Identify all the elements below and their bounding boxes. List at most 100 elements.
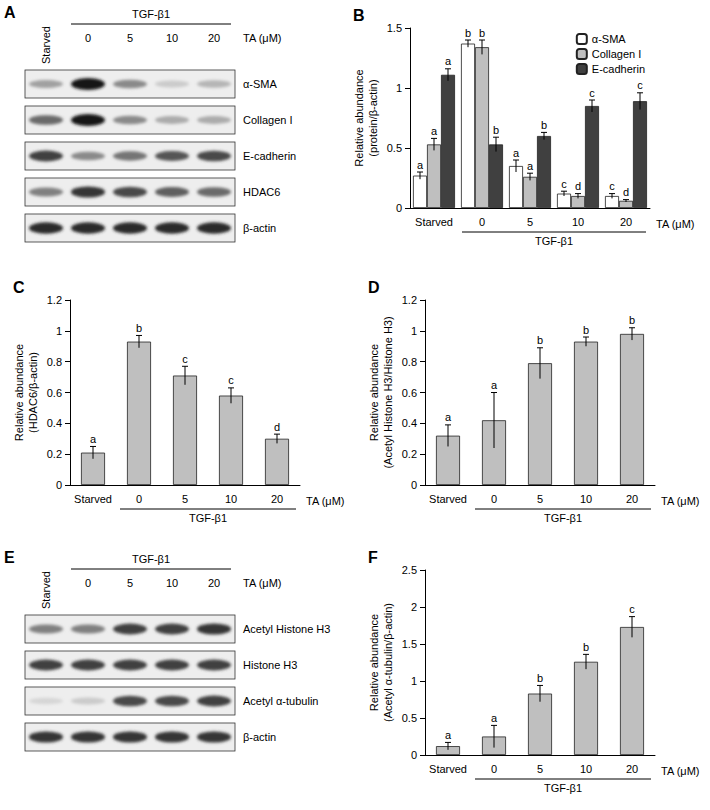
svg-text:TGF-β1: TGF-β1 bbox=[132, 8, 170, 20]
svg-text:Relative abundance: Relative abundance bbox=[353, 69, 365, 166]
svg-text:TA (μM): TA (μM) bbox=[656, 218, 695, 230]
svg-text:1.5: 1.5 bbox=[387, 22, 402, 34]
svg-text:c: c bbox=[637, 79, 643, 91]
svg-text:1.5: 1.5 bbox=[402, 638, 417, 650]
svg-text:20: 20 bbox=[626, 763, 638, 775]
svg-text:β-actin: β-actin bbox=[243, 222, 276, 234]
svg-text:A: A bbox=[4, 4, 16, 21]
svg-text:0: 0 bbox=[85, 577, 91, 589]
svg-text:B: B bbox=[353, 7, 365, 24]
svg-text:1.2: 1.2 bbox=[47, 294, 62, 306]
svg-text:TA (μM): TA (μM) bbox=[243, 577, 282, 589]
svg-text:0.6: 0.6 bbox=[47, 387, 62, 399]
svg-text:Collagen I: Collagen I bbox=[592, 48, 642, 60]
svg-text:0: 0 bbox=[136, 493, 142, 505]
svg-text:a: a bbox=[491, 379, 498, 391]
svg-text:TGF-β1: TGF-β1 bbox=[132, 553, 170, 565]
svg-text:a: a bbox=[491, 712, 498, 724]
svg-text:1.2: 1.2 bbox=[402, 294, 417, 306]
svg-text:0.6: 0.6 bbox=[402, 387, 417, 399]
svg-text:0.5: 0.5 bbox=[402, 712, 417, 724]
svg-text:(Acetyl α-tubulin/β-actin): (Acetyl α-tubulin/β-actin) bbox=[382, 603, 394, 722]
svg-text:Acetyl α-tubulin: Acetyl α-tubulin bbox=[243, 695, 318, 707]
svg-text:Relative abundance: Relative abundance bbox=[368, 614, 380, 711]
svg-text:0.4: 0.4 bbox=[402, 417, 417, 429]
svg-text:α-SMA: α-SMA bbox=[592, 33, 627, 45]
svg-text:c: c bbox=[609, 180, 615, 192]
svg-text:TA (μM): TA (μM) bbox=[306, 495, 345, 507]
svg-text:E: E bbox=[4, 549, 15, 566]
svg-text:0: 0 bbox=[85, 32, 91, 44]
svg-text:a: a bbox=[513, 147, 520, 159]
svg-text:a: a bbox=[445, 729, 452, 741]
svg-text:b: b bbox=[583, 641, 589, 653]
svg-text:b: b bbox=[629, 314, 635, 326]
svg-text:(HDAC6/β-actin): (HDAC6/β-actin) bbox=[27, 352, 39, 433]
svg-text:Relative abundance: Relative abundance bbox=[368, 344, 380, 441]
svg-text:F: F bbox=[368, 549, 378, 566]
svg-text:b: b bbox=[541, 119, 547, 131]
svg-text:20: 20 bbox=[271, 493, 283, 505]
svg-text:Acetyl Histone H3: Acetyl Histone H3 bbox=[243, 623, 330, 635]
svg-text:a: a bbox=[527, 160, 534, 172]
svg-text:0.8: 0.8 bbox=[402, 356, 417, 368]
svg-text:Relative abundance: Relative abundance bbox=[13, 344, 25, 441]
svg-text:Collagen I: Collagen I bbox=[243, 114, 293, 126]
svg-text:1: 1 bbox=[396, 82, 402, 94]
svg-text:HDAC6: HDAC6 bbox=[243, 186, 280, 198]
svg-text:5: 5 bbox=[537, 763, 543, 775]
svg-text:Starved: Starved bbox=[415, 216, 453, 228]
svg-text:10: 10 bbox=[166, 577, 178, 589]
svg-text:c: c bbox=[629, 603, 635, 615]
svg-text:TGF-β1: TGF-β1 bbox=[544, 512, 582, 524]
svg-text:D: D bbox=[368, 279, 380, 296]
svg-text:Starved: Starved bbox=[429, 763, 467, 775]
svg-text:0: 0 bbox=[396, 202, 402, 214]
svg-text:2: 2 bbox=[411, 601, 417, 613]
svg-text:10: 10 bbox=[572, 216, 584, 228]
svg-text:5: 5 bbox=[127, 32, 133, 44]
svg-text:d: d bbox=[623, 186, 629, 198]
svg-text:(Acetyl Histone H3/Histone H3): (Acetyl Histone H3/Histone H3) bbox=[382, 316, 394, 468]
svg-text:1: 1 bbox=[411, 675, 417, 687]
svg-text:c: c bbox=[182, 353, 188, 365]
svg-text:20: 20 bbox=[626, 493, 638, 505]
svg-text:c: c bbox=[589, 87, 595, 99]
svg-text:10: 10 bbox=[580, 493, 592, 505]
svg-text:b: b bbox=[493, 124, 499, 136]
svg-text:α-SMA: α-SMA bbox=[243, 78, 278, 90]
svg-text:1: 1 bbox=[411, 325, 417, 337]
svg-text:b: b bbox=[465, 27, 471, 39]
svg-text:20: 20 bbox=[620, 216, 632, 228]
svg-text:0: 0 bbox=[491, 763, 497, 775]
svg-text:20: 20 bbox=[208, 577, 220, 589]
svg-text:C: C bbox=[13, 279, 25, 296]
svg-text:c: c bbox=[228, 374, 234, 386]
svg-text:a: a bbox=[431, 125, 438, 137]
svg-text:0: 0 bbox=[411, 479, 417, 491]
svg-text:Starved: Starved bbox=[429, 493, 467, 505]
svg-text:Histone H3: Histone H3 bbox=[243, 659, 297, 671]
svg-text:5: 5 bbox=[127, 577, 133, 589]
svg-text:TGF-β1: TGF-β1 bbox=[189, 512, 227, 524]
svg-text:(protein/β-actin): (protein/β-actin) bbox=[367, 79, 379, 156]
svg-text:TGF-β1: TGF-β1 bbox=[535, 235, 573, 247]
svg-text:TA (μM): TA (μM) bbox=[243, 32, 282, 44]
svg-text:0.8: 0.8 bbox=[47, 356, 62, 368]
svg-text:b: b bbox=[537, 672, 543, 684]
svg-text:0.2: 0.2 bbox=[47, 448, 62, 460]
svg-text:0: 0 bbox=[56, 479, 62, 491]
svg-text:5: 5 bbox=[182, 493, 188, 505]
svg-text:Starved: Starved bbox=[40, 26, 52, 64]
svg-text:10: 10 bbox=[580, 763, 592, 775]
svg-text:d: d bbox=[274, 421, 280, 433]
svg-text:1: 1 bbox=[56, 325, 62, 337]
svg-text:Starved: Starved bbox=[40, 571, 52, 609]
svg-text:d: d bbox=[575, 180, 581, 192]
svg-text:a: a bbox=[90, 433, 97, 445]
svg-text:5: 5 bbox=[537, 493, 543, 505]
svg-text:0.2: 0.2 bbox=[402, 448, 417, 460]
svg-text:b: b bbox=[479, 27, 485, 39]
svg-text:β-actin: β-actin bbox=[243, 731, 276, 743]
svg-text:c: c bbox=[561, 178, 567, 190]
